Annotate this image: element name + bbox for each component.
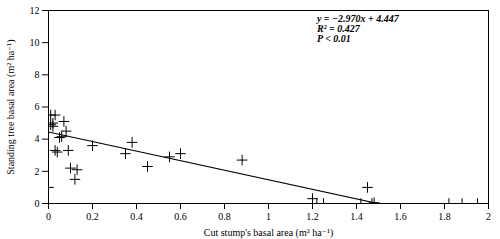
svg-text:0: 0 [46,211,51,222]
svg-text:Standing tree basal area (m² h: Standing tree basal area (m² ha⁻¹) [5,39,17,174]
svg-text:0: 0 [35,198,40,209]
svg-text:12: 12 [30,5,40,16]
svg-text:4: 4 [35,133,40,144]
svg-text:1.6: 1.6 [394,211,407,222]
svg-text:0.4: 0.4 [130,211,143,222]
svg-text:0.2: 0.2 [86,211,99,222]
svg-text:6: 6 [35,101,40,112]
svg-text:2: 2 [486,211,491,222]
svg-text:1.8: 1.8 [438,211,451,222]
svg-text:10: 10 [30,37,40,48]
svg-text:8: 8 [35,69,40,80]
svg-text:0.8: 0.8 [218,211,231,222]
svg-text:Cut stump's basal area (m² ha⁻: Cut stump's basal area (m² ha⁻¹) [204,227,333,239]
svg-text:y = −2.970x + 4.447R² = 0.427P: y = −2.970x + 4.447R² = 0.427P < 0.01 [316,13,400,44]
svg-text:1.4: 1.4 [350,211,363,222]
svg-text:0.6: 0.6 [174,211,187,222]
svg-text:1: 1 [266,211,271,222]
svg-text:2: 2 [35,166,40,177]
svg-text:1.2: 1.2 [306,211,319,222]
